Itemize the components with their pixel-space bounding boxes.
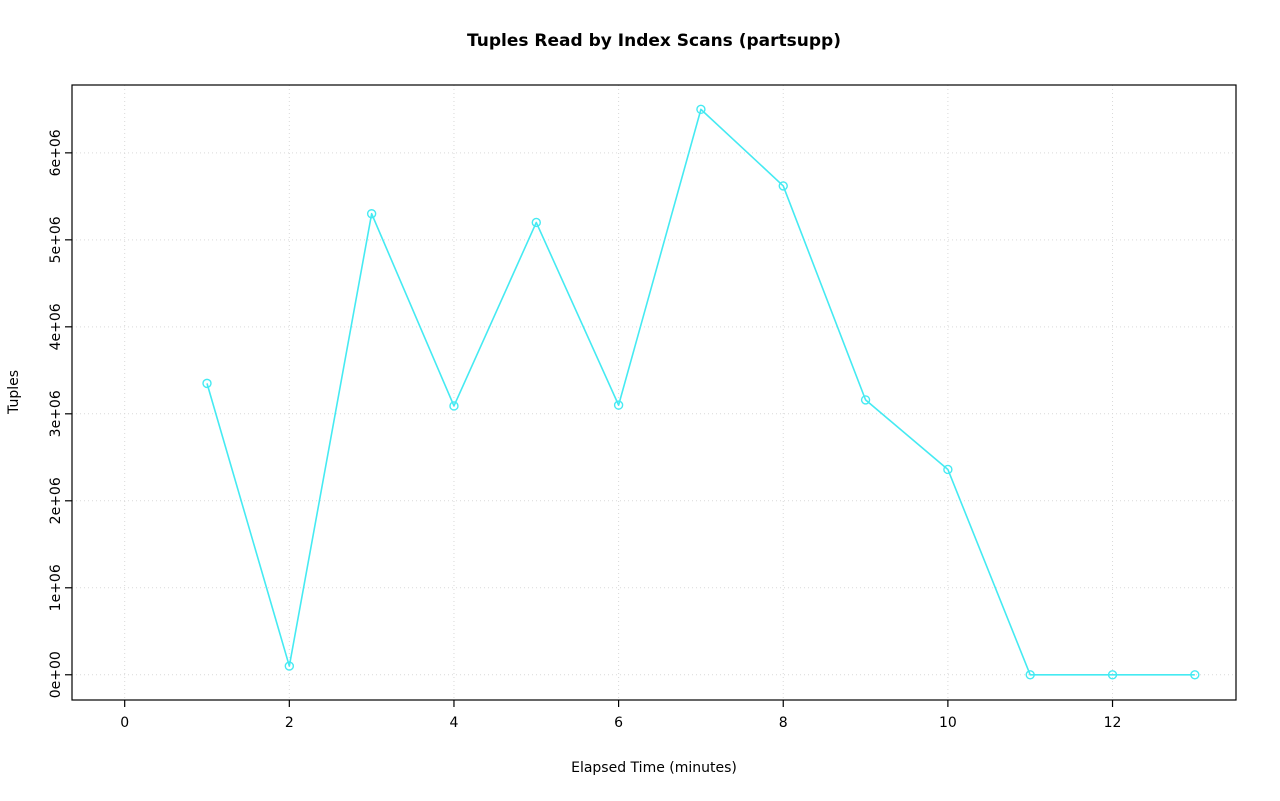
data-point-marker (943, 464, 953, 475)
x-tick-label: 6 (614, 715, 623, 731)
data-point-marker (366, 209, 377, 219)
data-point-marker (1190, 670, 1200, 680)
x-tick-label: 0 (120, 715, 129, 731)
data-point-marker (1107, 670, 1118, 680)
axis-layer: 0 2 4 6 8 10 12 0e+00 1e+06 2e+06 3e+06 4e+06 5e+06 6… (48, 84, 1237, 731)
y-tick-label: 5e+06 (48, 216, 64, 263)
y-tick-label: 6e+06 (48, 129, 64, 176)
y-axis-label: Tuples (6, 370, 22, 415)
data-point-marker (860, 395, 871, 405)
y-tick-label: 3e+06 (48, 390, 64, 437)
x-tick-label: 10 (939, 715, 957, 731)
grid-layer (72, 85, 1236, 700)
data-point-marker (696, 104, 706, 115)
x-tick-label: 2 (285, 715, 294, 731)
y-tick-label: 0e+00 (48, 651, 64, 698)
data-point-marker (778, 181, 788, 191)
y-tick-label: 4e+06 (48, 303, 64, 350)
data-point-marker (202, 378, 212, 389)
data-point-marker (284, 661, 295, 671)
y-tick-label: 2e+06 (48, 477, 64, 524)
x-tick-label: 12 (1104, 715, 1122, 731)
data-point-marker (449, 401, 459, 411)
chart-title: Tuples Read by Index Scans (partsupp) (467, 31, 841, 51)
data-point-marker (531, 217, 541, 228)
data-series (202, 104, 1200, 680)
x-axis-label: Elapsed Time (minutes) (571, 760, 737, 776)
data-point-marker (613, 400, 624, 410)
series-line (206, 108, 1195, 676)
x-tick-label: 8 (779, 715, 788, 731)
x-tick-label: 4 (450, 715, 459, 731)
data-point-marker (1025, 670, 1035, 680)
y-tick-label: 1e+06 (48, 564, 64, 611)
